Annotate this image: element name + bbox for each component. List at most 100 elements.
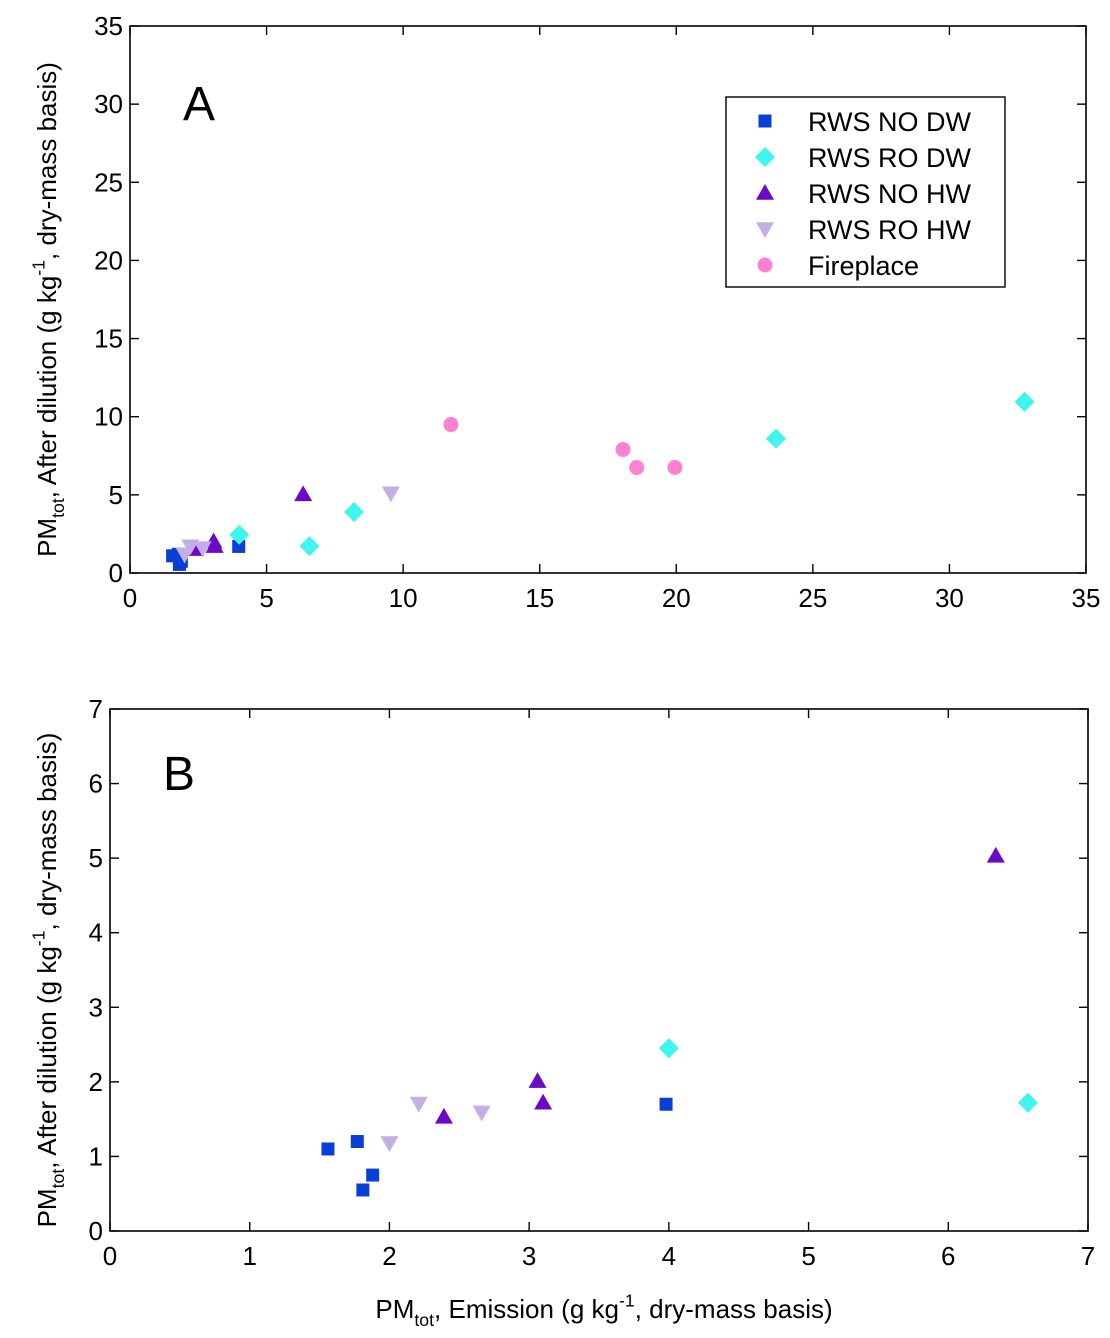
y-tick-label: 30 xyxy=(94,89,123,119)
series-rws-ro-dw xyxy=(658,1038,1038,1113)
legend-label: RWS RO DW xyxy=(808,143,972,173)
axis-label-part: , After dilution (g kg xyxy=(32,946,62,1169)
y-tick-label: 4 xyxy=(89,918,103,948)
y-tick-label: 25 xyxy=(94,167,123,197)
y-tick-label: 2 xyxy=(89,1067,103,1097)
legend-label: RWS NO HW xyxy=(808,179,972,209)
x-tick-label: 30 xyxy=(935,583,964,613)
data-point xyxy=(193,541,212,558)
data-point xyxy=(350,1135,364,1149)
y-tick-label: 10 xyxy=(94,402,123,432)
axis-label-part: -1 xyxy=(28,930,48,946)
x-tick-label: 15 xyxy=(525,583,554,613)
data-point xyxy=(229,524,250,545)
series-rws-ro-hw xyxy=(380,1096,491,1153)
x-tick-label: 5 xyxy=(259,583,273,613)
x-tick-label: 1 xyxy=(242,1241,256,1271)
data-point xyxy=(667,460,683,476)
axis-label-part: , After dilution (g kg xyxy=(32,276,62,499)
y-tick-label: 15 xyxy=(94,324,123,354)
panel-label: B xyxy=(163,748,195,801)
data-point xyxy=(232,539,246,553)
x-axis-label: PMtot, Emission (g kg-1, dry-mass basis) xyxy=(375,1290,832,1330)
data-point xyxy=(1014,391,1035,412)
data-point xyxy=(658,1038,679,1059)
x-tick-label: 5 xyxy=(801,1241,815,1271)
legend-marker xyxy=(757,257,773,273)
data-point xyxy=(534,1093,553,1110)
legend-marker xyxy=(755,147,775,167)
axis-label-part: PM xyxy=(32,518,62,557)
data-point xyxy=(205,537,224,553)
data-point xyxy=(380,1136,399,1153)
axis-label-part: , dry-mass basis) xyxy=(32,733,62,931)
data-point xyxy=(659,1097,673,1111)
data-point xyxy=(294,485,313,502)
panel-label: A xyxy=(183,78,215,131)
data-point xyxy=(528,1072,547,1088)
x-tick-label: 25 xyxy=(798,583,827,613)
data-point xyxy=(366,1168,380,1182)
axis-label-part: tot xyxy=(48,1169,68,1189)
x-tick-label: 35 xyxy=(1072,583,1101,613)
y-tick-label: 20 xyxy=(94,245,123,275)
y-tick-label: 3 xyxy=(89,992,103,1022)
legend: RWS NO DW RWS RO DW RWS NO HW RWS RO HW Fire… xyxy=(725,96,1006,288)
data-point xyxy=(443,417,459,433)
legend-box xyxy=(725,96,1006,288)
y-tick-label: 35 xyxy=(94,11,123,41)
x-tick-label: 10 xyxy=(389,583,418,613)
plot-frame xyxy=(109,708,1089,1232)
legend-marker xyxy=(756,184,774,200)
y-tick-label: 7 xyxy=(89,694,103,724)
y-tick-label: 5 xyxy=(109,480,123,510)
legend-label: RWS RO HW xyxy=(808,215,972,245)
chart-panel-a: 0 5 10 15 20 25 30 35 0 5 10 15 20 25 30 35 A PMtot, Afte… xyxy=(28,11,1100,613)
plot-frame xyxy=(129,25,1087,574)
x-tick-label: 2 xyxy=(382,1241,396,1271)
data-point xyxy=(1017,1092,1038,1113)
axis-label-part: -1 xyxy=(28,260,48,276)
x-tick-label: 0 xyxy=(123,583,137,613)
y-tick-label: 0 xyxy=(89,1216,103,1246)
y-axis-label: PMtot, After dilution (g kg-1, dry-mass … xyxy=(28,62,68,557)
legend-label: Fireplace xyxy=(808,251,919,281)
x-tick-label: 7 xyxy=(1081,1241,1095,1271)
data-point xyxy=(409,1096,428,1113)
data-point xyxy=(629,460,645,476)
axis-label-part: tot xyxy=(48,498,68,518)
x-tick-label: 6 xyxy=(941,1241,955,1271)
axis-label-part: , dry-mass basis) xyxy=(32,62,62,260)
x-tick-label: 0 xyxy=(103,1241,117,1271)
data-point xyxy=(321,1142,335,1156)
y-tick-label: 5 xyxy=(89,843,103,873)
data-point xyxy=(381,486,400,503)
axis-label-part: PM xyxy=(32,1188,62,1227)
data-point xyxy=(986,846,1005,863)
series-rws-no-dw xyxy=(321,1097,673,1197)
y-tick-label: 0 xyxy=(109,558,123,588)
data-point xyxy=(343,502,364,523)
axis-label-part: tot xyxy=(414,1310,434,1330)
data-point xyxy=(299,536,320,557)
series-rws-no-hw xyxy=(434,846,1005,1124)
y-tick-label: 6 xyxy=(89,769,103,799)
data-point xyxy=(472,1105,491,1122)
series-rws-ro-dw xyxy=(229,391,1035,557)
series-rws-ro-hw xyxy=(175,486,400,564)
data-point xyxy=(434,1107,453,1124)
data-point xyxy=(356,1183,370,1197)
legend-marker xyxy=(756,222,774,238)
data-point xyxy=(765,428,786,449)
axis-label-part: , Emission (g kg xyxy=(434,1294,619,1324)
x-tick-label: 3 xyxy=(522,1241,536,1271)
x-tick-label: 4 xyxy=(662,1241,676,1271)
axis-label-part: -1 xyxy=(619,1290,635,1310)
axis-label-part: PM xyxy=(375,1294,414,1324)
y-axis-label: PMtot, After dilution (g kg-1, dry-mass … xyxy=(28,733,68,1228)
x-tick-label: 20 xyxy=(662,583,691,613)
axis-label-part: , dry-mass basis) xyxy=(635,1294,833,1324)
legend-label: RWS NO DW xyxy=(808,107,972,137)
